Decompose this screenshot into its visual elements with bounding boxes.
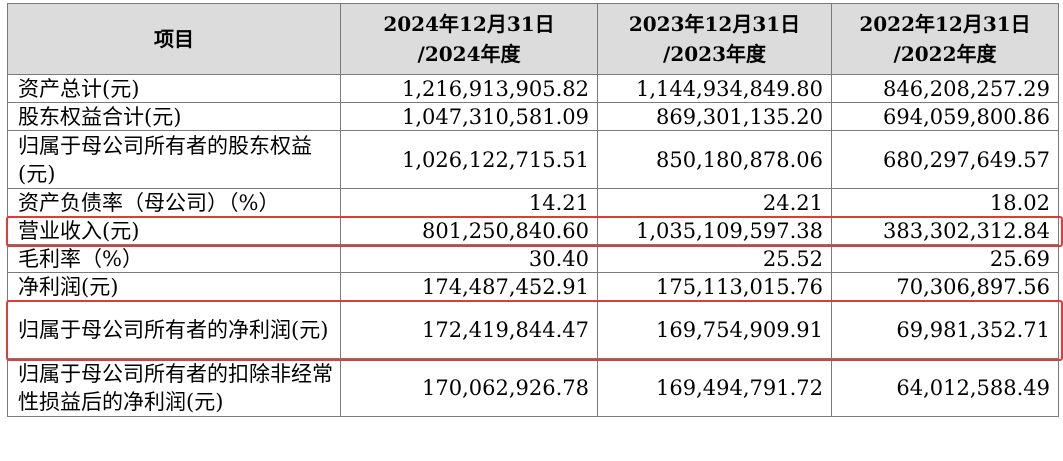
table-row-debt-ratio: 资产负债率（母公司）（%） 14.21 24.21 18.02	[7, 188, 1059, 217]
value-2022: 18.02	[831, 188, 1059, 217]
value-2022: 846,208,257.29	[831, 74, 1059, 103]
row-label: 归属于母公司所有者的股东权益(元)	[7, 130, 341, 189]
value-2023: 1,144,934,849.80	[597, 74, 832, 103]
value-2024: 174,487,452.91	[340, 272, 598, 301]
row-label: 归属于母公司所有者的净利润(元)	[7, 300, 341, 359]
value-2022: 694,059,800.86	[831, 102, 1059, 131]
row-label: 股东权益合计(元)	[7, 102, 341, 131]
value-2024: 1,026,122,715.51	[340, 130, 598, 189]
row-label: 毛利率（%）	[7, 244, 341, 273]
value-2022: 69,981,352.71	[831, 300, 1059, 359]
table-row-gross-margin: 毛利率（%） 30.40 25.52 25.69	[7, 244, 1059, 273]
table-row-deducted-net-profit: 归属于母公司所有者的扣除非经常性损益后的净利润(元) 170,062,926.7…	[7, 358, 1059, 417]
value-2023: 869,301,135.20	[597, 102, 832, 131]
header-2024: 2024年12月31日 /2024年度	[340, 3, 598, 75]
value-2023: 175,113,015.76	[597, 272, 832, 301]
value-2024: 1,216,913,905.82	[340, 74, 598, 103]
value-2023: 25.52	[597, 244, 832, 273]
value-2024: 801,250,840.60	[340, 216, 598, 245]
table-row-parent-net-profit: 归属于母公司所有者的净利润(元) 172,419,844.47 169,754,…	[7, 300, 1059, 359]
row-label: 营业收入(元)	[7, 216, 341, 245]
value-2023: 169,494,791.72	[597, 358, 832, 417]
value-2023: 169,754,909.91	[597, 300, 832, 359]
value-2022: 25.69	[831, 244, 1059, 273]
header-item: 项目	[7, 3, 341, 75]
row-label: 资产负债率（母公司）（%）	[7, 188, 341, 217]
row-label: 归属于母公司所有者的扣除非经常性损益后的净利润(元)	[7, 358, 341, 417]
value-2023: 1,035,109,597.38	[597, 216, 832, 245]
financial-summary-table: 项目 2024年12月31日 /2024年度 2023年12月31日 /2023…	[7, 3, 1059, 417]
value-2024: 170,062,926.78	[340, 358, 598, 417]
value-2022: 64,012,588.49	[831, 358, 1059, 417]
table-row-total-equity: 股东权益合计(元) 1,047,310,581.09 869,301,135.2…	[7, 102, 1059, 131]
table-row-parent-equity: 归属于母公司所有者的股东权益(元) 1,026,122,715.51 850,1…	[7, 130, 1059, 189]
row-label: 净利润(元)	[7, 272, 341, 301]
value-2024: 30.40	[340, 244, 598, 273]
header-2023: 2023年12月31日 /2023年度	[597, 3, 832, 75]
value-2024: 14.21	[340, 188, 598, 217]
value-2023: 24.21	[597, 188, 832, 217]
value-2024: 172,419,844.47	[340, 300, 598, 359]
header-row: 项目 2024年12月31日 /2024年度 2023年12月31日 /2023…	[7, 3, 1059, 75]
table-row-total-assets: 资产总计(元) 1,216,913,905.82 1,144,934,849.8…	[7, 74, 1059, 103]
table-row-net-profit: 净利润(元) 174,487,452.91 175,113,015.76 70,…	[7, 272, 1059, 301]
value-2022: 70,306,897.56	[831, 272, 1059, 301]
header-2022: 2022年12月31日 /2022年度	[831, 3, 1059, 75]
value-2022: 383,302,312.84	[831, 216, 1059, 245]
table-row-revenue: 营业收入(元) 801,250,840.60 1,035,109,597.38 …	[7, 216, 1059, 245]
row-label: 资产总计(元)	[7, 74, 341, 103]
value-2023: 850,180,878.06	[597, 130, 832, 189]
value-2024: 1,047,310,581.09	[340, 102, 598, 131]
value-2022: 680,297,649.57	[831, 130, 1059, 189]
